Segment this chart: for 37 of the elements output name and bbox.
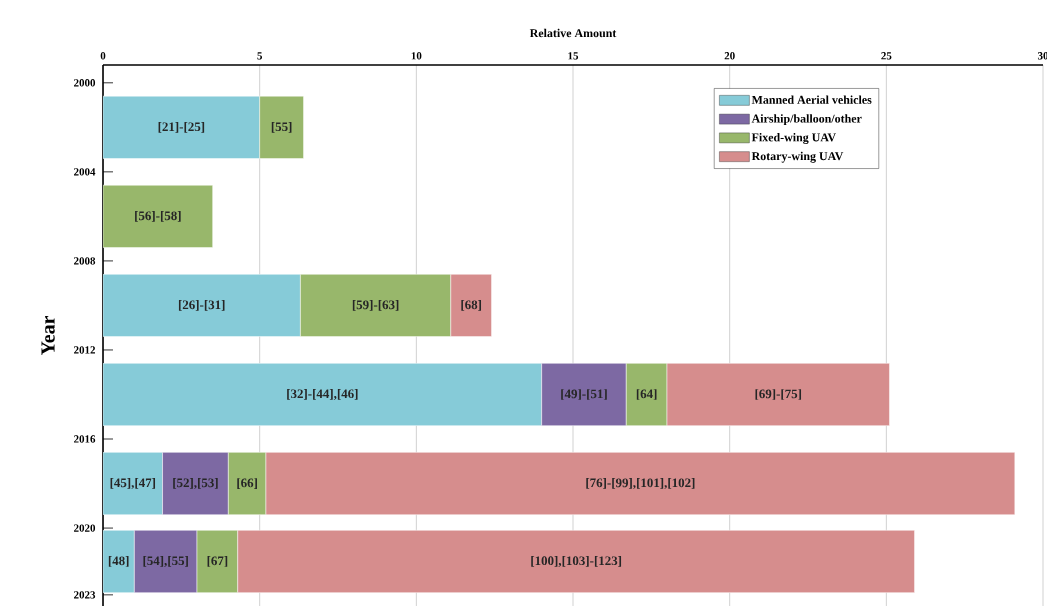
x-tick-label: 0 [100,52,106,60]
annotation: [66] [237,478,257,489]
legend-label: Airship/balloon/other [751,114,862,126]
legend-label: Manned Aerial vehicles [751,95,872,104]
annotation: [49]-[51] [561,389,607,400]
annotation: [21]-[25] [158,121,205,133]
annotation: [67] [207,556,228,567]
annotation: [64] [636,389,657,400]
x-tick-label: 25 [881,52,892,60]
annotation: [26]-[31] [178,300,225,311]
x-tick-label: 20 [724,52,735,60]
annotation: [54],[55] [143,555,188,567]
y-axis-title: Year [41,315,55,356]
annotation: [45],[47] [110,478,156,490]
annotation: [68] [461,300,482,311]
y-tick-label: 2016 [74,435,96,443]
y-tick-label: 2000 [74,79,96,87]
y-tick-label: 2008 [74,257,96,265]
x-tick-label: 10 [411,52,422,60]
annotation: [48] [108,556,129,567]
annotation: [56]-[58] [135,211,181,222]
annotation: [52],[53] [173,478,218,490]
annotation: [69]-[75] [755,389,802,400]
x-axis-title: Relative Amount [529,28,617,38]
x-tick-label: 15 [568,52,579,60]
y-tick-label: 2004 [74,168,96,176]
annotation: [59]-[63] [352,300,399,311]
y-tick-label: 2012 [74,346,96,354]
y-tick-label: 2023 [74,591,96,599]
x-tick-label: 5 [257,52,263,60]
legend-label: Fixed-wing UAV [751,132,836,144]
y-tick-label: 2020 [74,524,96,532]
annotation: [100],[103]-[123] [531,555,622,567]
annotation: [55] [271,121,292,133]
legend-label: Rotary-wing UAV [751,151,844,163]
annotation: [32]-[44],[46] [287,389,358,400]
annotation: [76]-[99],[101],[102] [586,478,695,490]
